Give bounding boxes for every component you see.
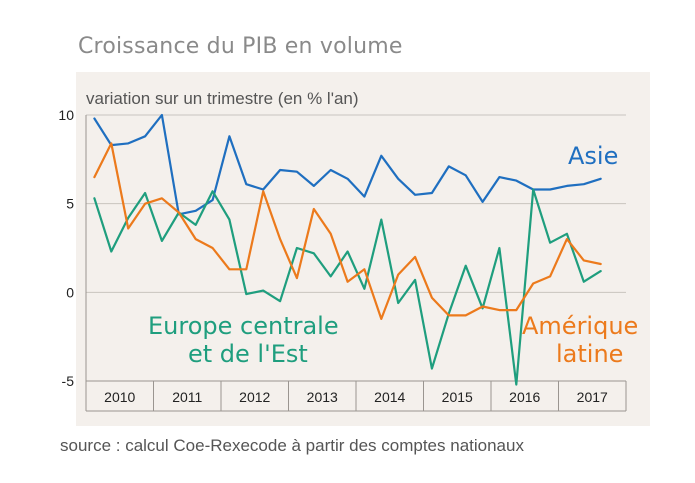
x-tick-label: 2011 [172, 389, 202, 405]
x-tick-label: 2016 [509, 389, 540, 405]
chart-subtitle: variation sur un trimestre (en % l'an) [86, 89, 359, 108]
x-tick-label: 2012 [239, 389, 270, 405]
x-tick-label: 2014 [374, 389, 405, 405]
series-line [93, 142, 602, 320]
label-asie: Asie [568, 142, 618, 170]
label-europe-line2: et de l'Est [188, 340, 308, 368]
x-tick-label: 2010 [104, 389, 135, 405]
label-amerique-line2: latine [556, 340, 623, 368]
label-amerique-line1: Amérique [522, 312, 638, 340]
y-tick-label: -5 [62, 373, 75, 389]
series-lines [93, 113, 602, 386]
y-tick-label: 10 [58, 107, 74, 123]
y-axis: 10 5 0 -5 [58, 107, 74, 389]
series-line [93, 113, 602, 216]
y-tick-label: 5 [66, 196, 74, 212]
x-tick-label: 2015 [442, 389, 473, 405]
chart-title: Croissance du PIB en volume [78, 34, 403, 59]
series-line [93, 188, 602, 386]
grid [86, 114, 626, 382]
x-axis: 2010 2011 2012 2013 2014 2015 2016 2017 [85, 115, 627, 412]
label-europe-line1: Europe centrale [148, 312, 339, 340]
y-tick-label: 0 [66, 284, 74, 300]
x-tick-label: 2017 [577, 389, 608, 405]
plot-panel [76, 72, 650, 426]
source-note: source : calcul Coe-Rexecode à partir de… [60, 436, 524, 455]
x-tick-label: 2013 [307, 389, 338, 405]
